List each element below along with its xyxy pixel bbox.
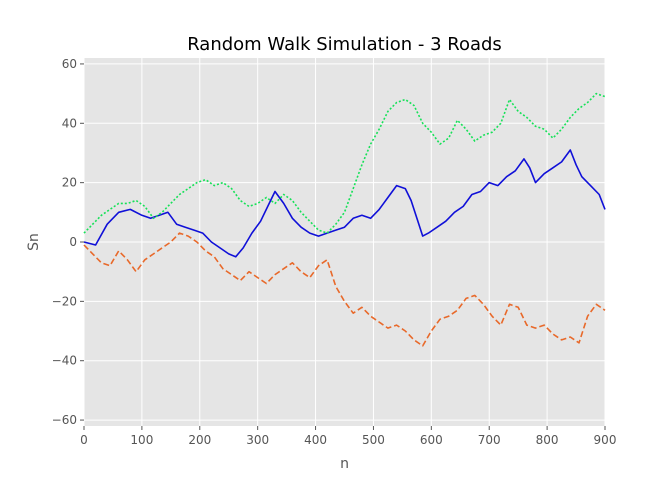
x-tick-label: 600 (420, 433, 443, 447)
x-tick-label: 900 (594, 433, 617, 447)
chart-title: Random Walk Simulation - 3 Roads (187, 34, 502, 55)
axis-ticks: 0 100 200 300 400 500 600 700 800 900 −60 −40 −20 0 20… (52, 57, 617, 447)
x-tick-label: 500 (362, 433, 385, 447)
x-tick-label: 300 (246, 433, 269, 447)
y-tick-label: 40 (62, 116, 77, 130)
x-tick-label: 0 (80, 433, 88, 447)
y-tick-label: 60 (62, 57, 77, 71)
x-tick-label: 700 (478, 433, 501, 447)
y-tick-label: 0 (69, 235, 77, 249)
series-line-1 (83, 149, 606, 258)
y-axis-label: Sn (26, 233, 42, 251)
grid (83, 58, 606, 426)
y-tick-label: −40 (52, 354, 77, 368)
y-tick-label: 20 (62, 176, 77, 190)
y-tick-label: −60 (52, 413, 77, 427)
x-tick-label: 400 (304, 433, 327, 447)
x-tick-label: 800 (536, 433, 559, 447)
x-axis-label: n (340, 456, 349, 472)
series-lines (83, 92, 606, 347)
x-tick-label: 100 (130, 433, 153, 447)
x-tick-label: 200 (188, 433, 211, 447)
y-tick-label: −20 (52, 294, 77, 308)
series-line-2 (83, 232, 606, 347)
